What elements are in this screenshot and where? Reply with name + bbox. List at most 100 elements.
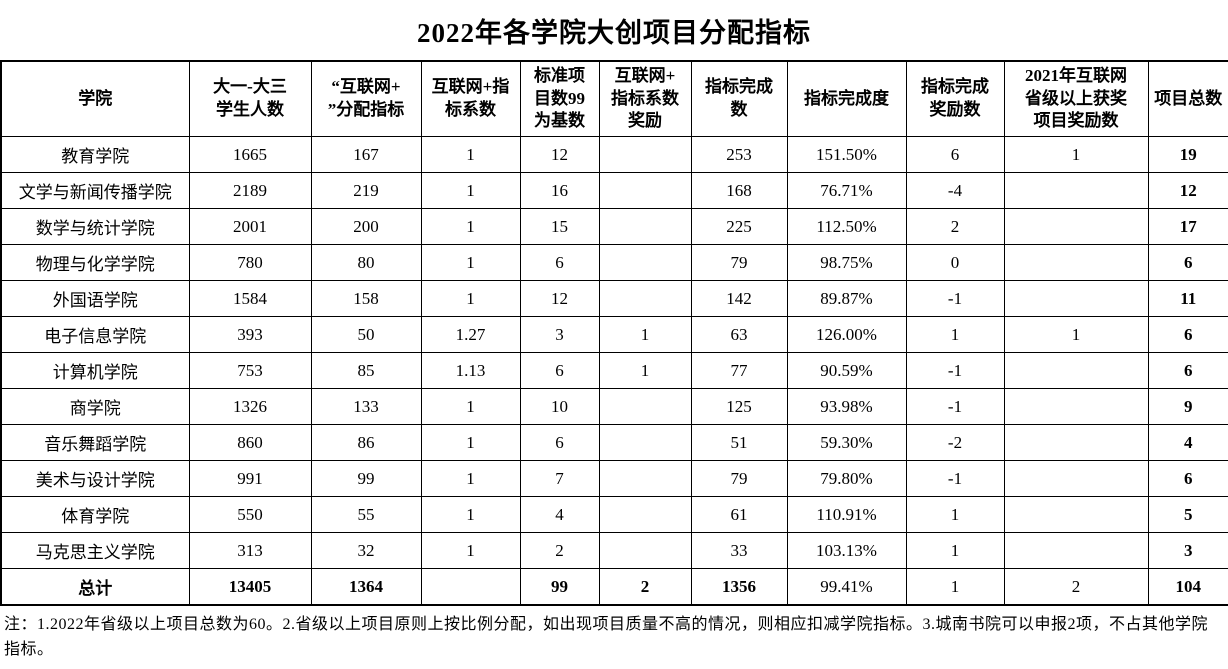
value-cell: 2189	[188, 172, 312, 209]
table-body: 教育学院 1665 167 1 12 253 151.50% 6 1 19 文学与新闻传播学院 218…	[0, 136, 1228, 606]
column-header: 指标完成度	[786, 60, 907, 137]
value-cell: 780	[188, 244, 312, 281]
value-cell: 1	[905, 532, 1005, 569]
value-cell: 4	[519, 496, 600, 533]
value-cell: 1584	[188, 280, 312, 317]
column-header: 指标完成 奖励数	[905, 60, 1005, 137]
value-cell	[1003, 496, 1149, 533]
column-header: 互联网+指 标系数	[420, 60, 521, 137]
table-header: 学院 大一-大三 学生人数 “互联网+ ”分配指标 互联网+指 标系数 标准项 目数99…	[0, 60, 1228, 137]
value-cell: 1665	[188, 136, 312, 173]
column-header: 2021年互联网 省级以上获奖 项目奖励数	[1003, 60, 1149, 137]
value-cell: 1	[598, 352, 692, 389]
value-cell: 32	[310, 532, 422, 569]
value-cell	[598, 244, 692, 281]
value-cell: 6	[519, 352, 600, 389]
value-cell	[1003, 208, 1149, 245]
value-cell: 104	[1147, 568, 1228, 606]
value-cell	[598, 496, 692, 533]
value-cell: 225	[690, 208, 788, 245]
value-cell: 6	[519, 424, 600, 461]
value-cell: 1	[420, 424, 521, 461]
table-row: 外国语学院 1584 158 1 12 142 89.87% -1 11	[0, 280, 1228, 317]
value-cell	[598, 460, 692, 497]
value-cell: 6	[1147, 244, 1228, 281]
value-cell: 110.91%	[786, 496, 907, 533]
value-cell: 313	[188, 532, 312, 569]
value-cell: 1	[420, 172, 521, 209]
value-cell	[1003, 172, 1149, 209]
value-cell: 1356	[690, 568, 788, 606]
footnote: 注：1.2022年省级以上项目总数为60。2.省级以上项目原则上按比例分配，如出…	[4, 616, 1209, 658]
value-cell: 1.27	[420, 316, 521, 353]
value-cell: 76.71%	[786, 172, 907, 209]
value-cell	[1003, 424, 1149, 461]
college-name-cell: 文学与新闻传播学院	[0, 172, 190, 209]
value-cell: 99	[519, 568, 600, 606]
value-cell	[598, 388, 692, 425]
college-name-cell: 计算机学院	[0, 352, 190, 389]
value-cell: 1	[420, 460, 521, 497]
college-name-cell: 美术与设计学院	[0, 460, 190, 497]
value-cell: 200	[310, 208, 422, 245]
value-cell: 10	[519, 388, 600, 425]
college-name-cell: 马克思主义学院	[0, 532, 190, 569]
value-cell: 12	[519, 280, 600, 317]
value-cell: 1.13	[420, 352, 521, 389]
value-cell: 51	[690, 424, 788, 461]
value-cell: 168	[690, 172, 788, 209]
value-cell: 1	[1003, 136, 1149, 173]
value-cell: 15	[519, 208, 600, 245]
value-cell: 4	[1147, 424, 1228, 461]
table-row: 商学院 1326 133 1 10 125 93.98% -1 9	[0, 388, 1228, 425]
value-cell: 142	[690, 280, 788, 317]
value-cell: 5	[1147, 496, 1228, 533]
column-header: 指标完成 数	[690, 60, 788, 137]
total-row: 总计 13405 1364 99 2 1356 99.41% 1 2 104	[0, 568, 1228, 606]
column-header: 互联网+ 指标系数 奖励	[598, 60, 692, 137]
table-row: 数学与统计学院 2001 200 1 15 225 112.50% 2 17	[0, 208, 1228, 245]
value-cell	[1003, 388, 1149, 425]
value-cell	[598, 280, 692, 317]
value-cell: 860	[188, 424, 312, 461]
value-cell: 1	[598, 316, 692, 353]
value-cell: 77	[690, 352, 788, 389]
value-cell: 103.13%	[786, 532, 907, 569]
value-cell: 55	[310, 496, 422, 533]
header-row: 学院 大一-大三 学生人数 “互联网+ ”分配指标 互联网+指 标系数 标准项 目数99…	[0, 60, 1228, 137]
value-cell: 9	[1147, 388, 1228, 425]
value-cell: 393	[188, 316, 312, 353]
value-cell: 6	[1147, 352, 1228, 389]
value-cell: 133	[310, 388, 422, 425]
value-cell: 2	[598, 568, 692, 606]
column-header: 项目总数	[1147, 60, 1228, 137]
value-cell: 3	[519, 316, 600, 353]
value-cell: 1	[420, 244, 521, 281]
value-cell: 1	[1003, 316, 1149, 353]
value-cell: 99.41%	[786, 568, 907, 606]
value-cell	[598, 532, 692, 569]
value-cell: 85	[310, 352, 422, 389]
value-cell: -2	[905, 424, 1005, 461]
value-cell: 550	[188, 496, 312, 533]
value-cell: 16	[519, 172, 600, 209]
value-cell	[598, 208, 692, 245]
value-cell: 19	[1147, 136, 1228, 173]
value-cell: 1364	[310, 568, 422, 606]
table-row: 体育学院 550 55 1 4 61 110.91% 1 5	[0, 496, 1228, 533]
value-cell: 86	[310, 424, 422, 461]
value-cell	[598, 424, 692, 461]
value-cell	[1003, 460, 1149, 497]
value-cell: 126.00%	[786, 316, 907, 353]
value-cell: 1	[420, 136, 521, 173]
college-name-cell: 教育学院	[0, 136, 190, 173]
table-row: 电子信息学院 393 50 1.27 3 1 63 126.00% 1 1 6	[0, 316, 1228, 353]
value-cell: 50	[310, 316, 422, 353]
value-cell: 112.50%	[786, 208, 907, 245]
value-cell: 11	[1147, 280, 1228, 317]
value-cell: 7	[519, 460, 600, 497]
value-cell: 1	[420, 496, 521, 533]
value-cell: 98.75%	[786, 244, 907, 281]
value-cell: 59.30%	[786, 424, 907, 461]
table-row: 文学与新闻传播学院 2189 219 1 16 168 76.71% -4 12	[0, 172, 1228, 209]
